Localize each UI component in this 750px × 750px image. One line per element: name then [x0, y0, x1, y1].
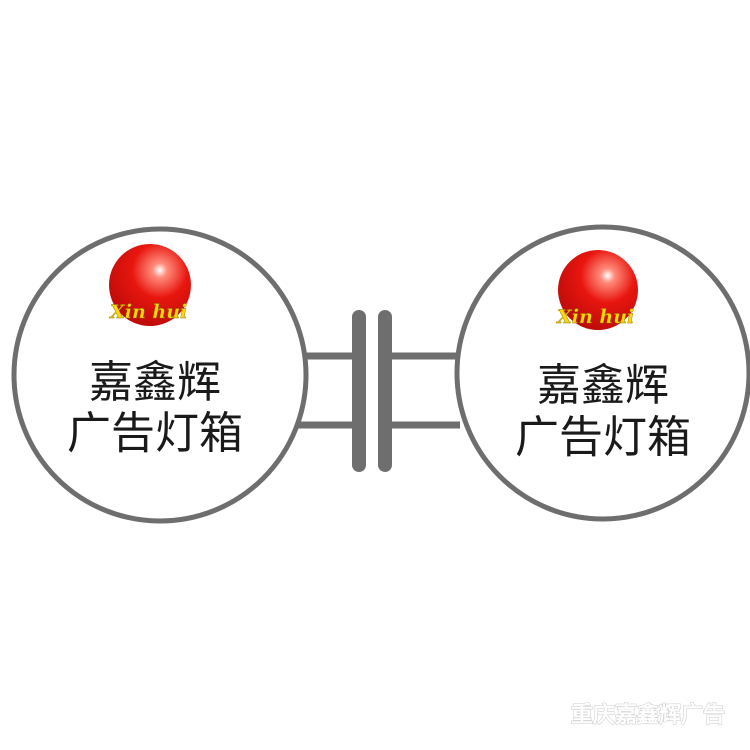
sign-left-frame: [11, 226, 309, 524]
sign-right-line2: 广告灯箱: [515, 412, 691, 463]
sign-left-line1: 嘉鑫辉: [89, 357, 221, 408]
logo-ball-icon: [558, 250, 638, 330]
mount-post-left: [352, 310, 366, 472]
logo-ball-icon: [109, 244, 191, 326]
sign-left: Xin hui 嘉鑫辉 广告灯箱: [11, 226, 309, 524]
mount-post: [352, 310, 392, 472]
sign-right-frame: [454, 224, 750, 522]
watermark: 重庆嘉鑫辉广告: [571, 702, 725, 728]
sign-right: Xin hui 嘉鑫辉 广告灯箱: [454, 224, 750, 522]
sign-left-line2: 广告灯箱: [67, 408, 243, 459]
logo-text: Xin hui: [109, 301, 187, 323]
logo-text: Xin hui: [556, 306, 634, 328]
sign-right-line1: 嘉鑫辉: [537, 360, 669, 411]
mount-post-right: [378, 310, 392, 472]
mount-bracket: [292, 352, 462, 429]
